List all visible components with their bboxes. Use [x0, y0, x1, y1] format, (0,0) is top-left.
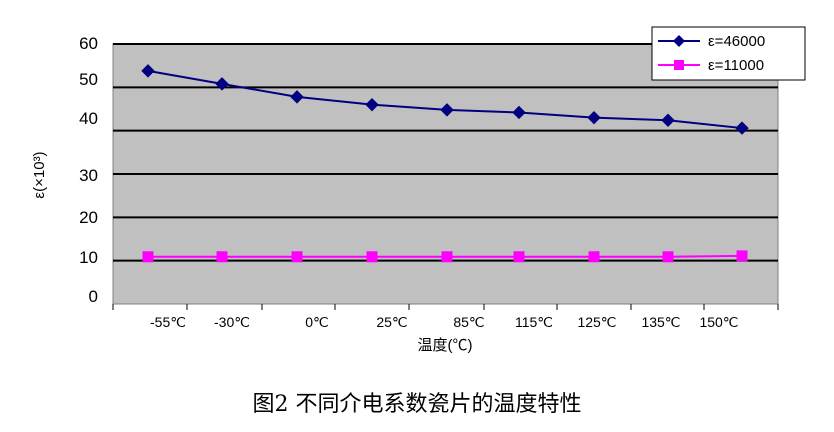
series-layer: [141, 64, 749, 263]
data-point: [735, 121, 749, 135]
legend-box: [651, 26, 806, 81]
x-axis-ticks: -55℃ -30℃ 0℃ 25℃ 85℃ 115℃ 125℃ 135℃ 150℃: [112, 304, 779, 330]
x-tick-label: 115℃: [515, 314, 553, 330]
legend-item: ε=11000: [658, 57, 764, 74]
data-point: [440, 103, 454, 117]
data-point: [513, 251, 525, 263]
legend: ε=46000 ε=11000: [651, 26, 806, 81]
x-tick-label: 25℃: [376, 314, 407, 330]
y-tick-label: 0: [89, 287, 98, 306]
data-point: [441, 251, 453, 263]
data-point: [587, 110, 601, 125]
figure-caption: 图2 不同介电系数瓷片的温度特性: [252, 392, 582, 417]
y-axis-ticks: 0 10 20 30 40 50 60: [79, 34, 98, 306]
data-point: [588, 251, 600, 263]
data-point: [142, 251, 154, 263]
temperature-chart: 0 10 20 30 40 50 60 -55℃ -30℃ 0℃ 25℃ 85℃ 115℃ 125℃ 13…: [31, 26, 806, 354]
data-point: [291, 251, 303, 263]
y-tick-label: 30: [79, 166, 98, 185]
y-tick-label: 20: [79, 208, 98, 227]
data-point: [736, 250, 748, 262]
legend-label: ε=11000: [708, 57, 764, 74]
y-tick-label: 40: [79, 109, 98, 128]
x-tick-label: 125℃: [577, 314, 616, 330]
legend-marker: [673, 35, 685, 47]
y-axis-title: ε(×10³): [31, 151, 48, 198]
y-tick-label: 50: [79, 70, 98, 89]
data-point: [512, 105, 526, 120]
data-point: [661, 113, 675, 127]
x-tick-label: 85℃: [453, 314, 484, 330]
legend-marker: [674, 60, 684, 70]
data-point: [365, 97, 379, 112]
y-tick-label: 60: [79, 34, 98, 53]
data-point: [662, 251, 674, 263]
x-tick-label: 135℃: [641, 314, 680, 330]
x-axis-title: 温度(℃): [418, 337, 473, 354]
series-1: [141, 64, 749, 135]
legend-item: ε=46000: [658, 33, 765, 50]
x-tick-label: 150℃: [699, 314, 738, 330]
data-point: [141, 64, 155, 78]
x-tick-label: -55℃: [150, 314, 186, 330]
series-2: [142, 250, 748, 263]
y-tick-label: 10: [79, 248, 98, 267]
data-point: [290, 90, 304, 104]
x-tick-label: 0℃: [305, 314, 329, 330]
x-tick-label: -30℃: [214, 314, 250, 330]
data-point: [366, 251, 378, 263]
data-point: [216, 251, 228, 263]
data-point: [215, 77, 229, 91]
legend-label: ε=46000: [708, 33, 765, 50]
